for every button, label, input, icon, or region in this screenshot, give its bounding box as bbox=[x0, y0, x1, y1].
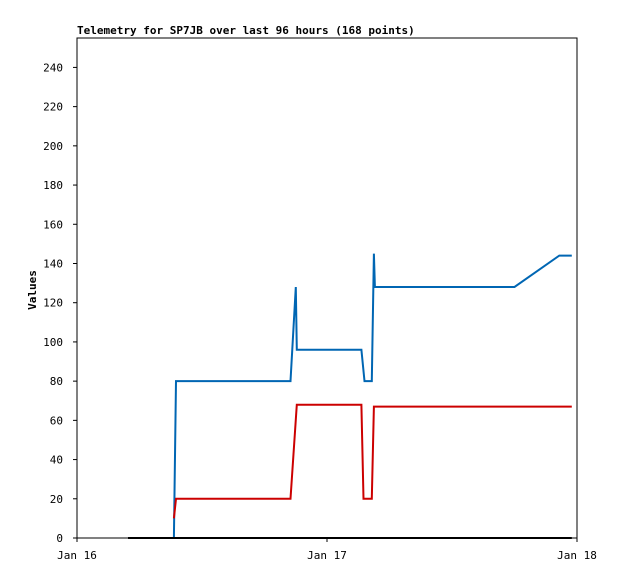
x-tick-label: Jan 16 bbox=[57, 549, 97, 562]
y-tick-label: 100 bbox=[43, 336, 63, 349]
series-line bbox=[172, 253, 572, 539]
y-tick-label: 60 bbox=[50, 414, 63, 427]
y-tick-label: 160 bbox=[43, 218, 63, 231]
series-line bbox=[172, 403, 572, 519]
y-tick-label: 120 bbox=[43, 297, 63, 310]
chart-title: Telemetry for SP7JB over last 96 hours (… bbox=[77, 24, 415, 37]
y-axis-label: Values bbox=[26, 270, 39, 310]
y-tick-label: 240 bbox=[43, 61, 63, 74]
y-tick-label: 40 bbox=[50, 454, 63, 467]
y-tick-label: 140 bbox=[43, 257, 63, 270]
x-tick-label: Jan 18 bbox=[557, 549, 597, 562]
y-tick-label: 200 bbox=[43, 140, 63, 153]
y-tick-label: 80 bbox=[50, 375, 63, 388]
x-tick-label: Jan 17 bbox=[307, 549, 347, 562]
y-tick-label: 180 bbox=[43, 179, 63, 192]
y-tick-label: 20 bbox=[50, 493, 63, 506]
y-tick-label: 220 bbox=[43, 101, 63, 114]
y-tick-label: 0 bbox=[56, 532, 63, 545]
